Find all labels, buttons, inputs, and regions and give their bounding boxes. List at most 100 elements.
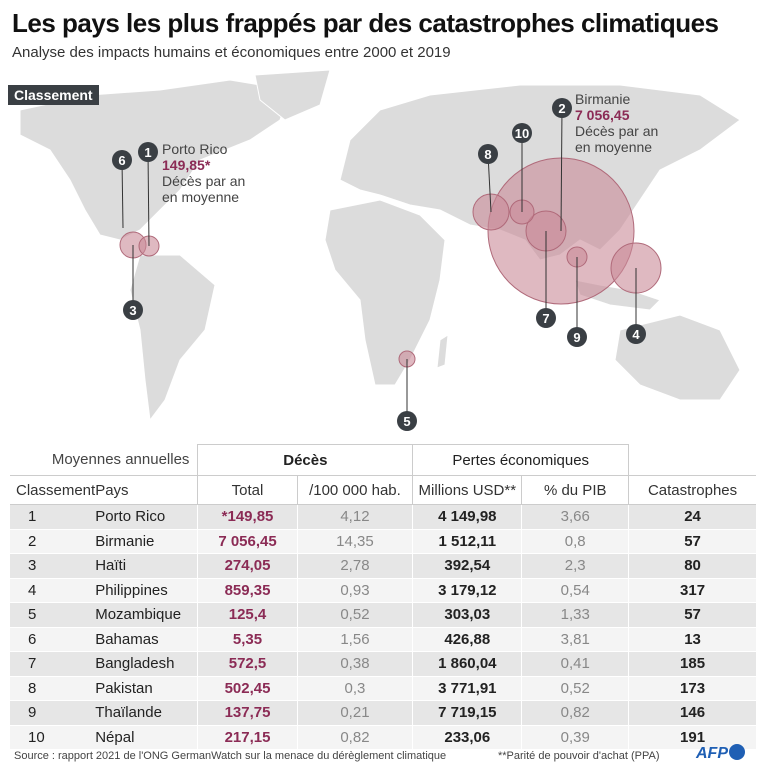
marker-label: 1 [144,145,151,160]
table-cell: 57 [628,529,756,554]
marker-1[interactable] [138,142,158,162]
table-row: 4 Philippines 859,35 0,93 3 179,12 0,54 317 [10,578,756,603]
table-row: 10 Népal 217,15 0,82 233,06 0,39 191 [10,725,756,750]
marker-label: 4 [632,327,640,342]
column-header: Classement [10,475,96,505]
table-cell: 303,03 [412,602,522,628]
marker-5[interactable] [397,411,417,431]
page-subtitle: Analyse des impacts humains et économiqu… [12,44,451,61]
table-cell: 0,52 [296,602,413,628]
marker-2[interactable] [552,98,572,118]
table-cell: 3,81 [521,627,629,652]
marker-4[interactable] [626,324,646,344]
column-header: /100 000 hab. [296,475,413,505]
table-cell: 6 [10,627,96,652]
south-america [129,254,216,422]
table-cell: 7 056,45 [197,529,298,554]
column-header: % du PIB [521,475,629,505]
table-cell: 2,3 [521,553,629,579]
table-cell: 146 [628,700,756,726]
table-cell: 137,75 [197,700,298,726]
table-row: 2 Birmanie 7 056,45 14,35 1 512,11 0,8 57 [10,529,756,554]
group-deces: Décès [197,444,413,476]
table-cell: 2 [10,529,96,554]
annotation-birmanie: Birmanie 7 056,45 Décès par an en moyenn… [575,91,658,155]
table-cell: 426,88 [412,627,522,652]
table-cell: 7 719,15 [412,700,522,726]
table-cell: 572,5 [197,651,298,677]
table-cell: 4 [10,578,96,603]
data-table: Moyennes annuelles Décès Pertes économiq… [10,444,756,750]
table-cell: 0,39 [521,725,629,750]
africa [324,199,446,386]
table-cell: Birmanie [95,529,198,554]
marker-label: 8 [484,147,491,162]
table-cell: 859,35 [197,578,298,603]
table-cell: 1 860,04 [412,651,522,677]
table-cell: 125,4 [197,602,298,628]
marker-9[interactable] [567,327,587,347]
column-header: Catastrophes [628,475,756,505]
table-row: 6 Bahamas 5,35 1,56 426,88 3,81 13 [10,627,756,652]
annotation-label: en moyenne [575,139,653,155]
greenland [254,69,331,121]
table-cell: 24 [628,504,756,530]
marker-6[interactable] [112,150,132,170]
marker-8[interactable] [478,144,498,164]
table-cell: 0,21 [296,700,413,726]
table-cell: Philippines [95,578,198,603]
leader-lines [121,107,637,421]
table-row: 3 Haïti 274,05 2,78 392,54 2,3 80 [10,553,756,579]
table-cell: *149,85 [197,504,298,530]
table-cell: 8 [10,676,96,701]
world-map: 1 2 3 4 5 6 7 8 9 10 [19,69,741,431]
table-cell: 0,82 [296,725,413,750]
table-cell: 217,15 [197,725,298,750]
table-cell: 0,54 [521,578,629,603]
table-cell: 0,41 [521,651,629,677]
table-cell: 57 [628,602,756,628]
table-cell: 1 512,11 [412,529,522,554]
table-cell: 185 [628,651,756,677]
marker-label: 9 [573,330,580,345]
table-cell: Pakistan [95,676,198,701]
table-cell: 1,33 [521,602,629,628]
table-cell: 9 [10,700,96,726]
table-cell: 0,3 [296,676,413,701]
marker-3[interactable] [123,300,143,320]
marker-label: 10 [515,126,529,141]
table-cell: 0,82 [521,700,629,726]
table-cell: 13 [628,627,756,652]
table-cell: 502,45 [197,676,298,701]
group-label: Moyennes annuelles [51,451,190,469]
table-cell: Haïti [95,553,198,579]
table-cell: 233,06 [412,725,522,750]
table-cell: 4 149,98 [412,504,522,530]
table-row: 8 Pakistan 502,45 0,3 3 771,91 0,52 173 [10,676,756,701]
annotation-country: Porto Rico [162,141,228,157]
group-pertes: Pertes économiques [412,444,630,476]
annotation-country: Birmanie [575,91,631,107]
table-cell: 274,05 [197,553,298,579]
annotation-label: Décès par an [575,123,659,139]
annotation-porto-rico: Porto Rico 149,85* Décès par an en moyen… [162,141,245,205]
australia [614,314,741,401]
ranking-tag: Classement [8,85,99,105]
source-note: Source : rapport 2021 de l'ONG GermanWat… [14,750,447,762]
annotation-value: 149,85* [162,157,211,173]
column-headers: Classement Pays Total/100 000 hab. Millions… [10,475,756,505]
table-cell: 3 179,12 [412,578,522,603]
table-row: 1 Porto Rico *149,85 4,12 4 149,98 3,66 24 [10,504,756,530]
table-cell: 317 [628,578,756,603]
marker-7[interactable] [536,308,556,328]
marker-10[interactable] [512,123,532,143]
marker-label: 7 [542,311,549,326]
table-cell: 5 [10,602,96,628]
table-cell: 0,93 [296,578,413,603]
table-row: 5 Mozambique 125,4 0,52 303,03 1,33 57 [10,602,756,628]
table-cell: Népal [95,725,198,750]
table-cell: Bangladesh [95,651,198,677]
table-row: 7 Bangladesh 572,5 0,38 1 860,04 0,41 185 [10,651,756,677]
table-cell: Mozambique [95,602,198,628]
